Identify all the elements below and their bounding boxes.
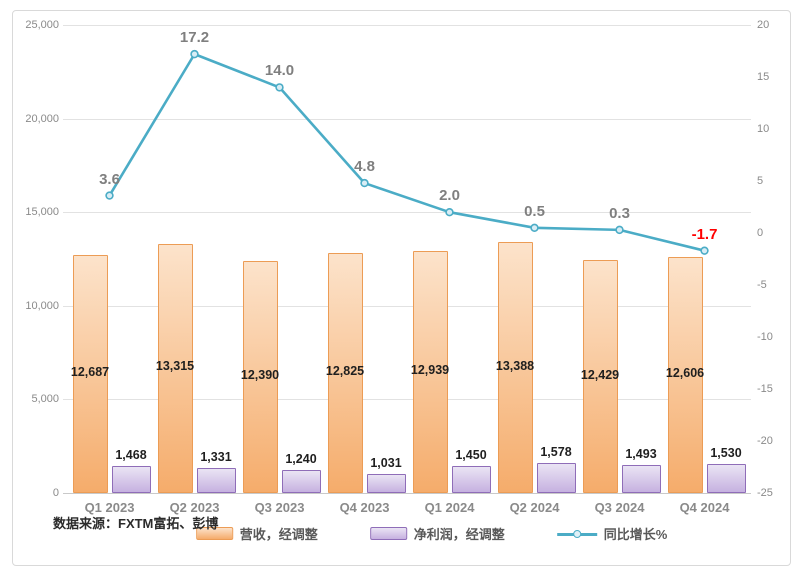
right-axis-tick: 0 [757, 227, 764, 239]
gridline [63, 493, 751, 494]
gridline [63, 212, 751, 214]
growth-line-marker [445, 208, 454, 217]
profit-value-label: 1,450 [455, 447, 487, 462]
growth-value-label: 3.6 [99, 170, 120, 188]
profit-bar [536, 463, 576, 493]
growth-line-marker [700, 246, 709, 255]
chart-frame: 25,000 20,000 15,000 10,000 5,000 0 20 15 10 5 0 -5… [12, 10, 791, 566]
profit-bar [451, 465, 491, 493]
revenue-value-label: 12,390 [240, 368, 280, 383]
growth-line-marker [105, 191, 114, 200]
right-axis-tick: -20 [757, 435, 773, 447]
growth-line-marker [530, 223, 539, 233]
x-axis-label: Q4 2023 [339, 500, 390, 515]
revenue-value-label: 13,315 [155, 359, 195, 374]
growth-line-marker [360, 178, 369, 188]
right-axis-tick: 10 [757, 123, 770, 135]
left-axis-tick: 15,000 [25, 206, 59, 219]
growth-value-label: 4.8 [354, 158, 375, 176]
profit-value-label: 1,468 [115, 447, 147, 462]
profit-value-label: 1,031 [370, 455, 402, 470]
x-axis-label: Q4 2024 [679, 500, 730, 515]
legend-item-revenue: 营收，经调整 [195, 524, 318, 543]
revenue-value-label: 12,825 [325, 363, 365, 378]
growth-value-label: 17.2 [179, 29, 210, 47]
revenue-value-label: 12,606 [665, 366, 705, 380]
revenue-value-label: 12,687 [70, 365, 110, 380]
revenue-bar [327, 252, 363, 493]
profit-bar [366, 473, 406, 493]
revenue-bar [667, 257, 703, 493]
gridline [63, 305, 751, 307]
legend-label: 净利润，经调整 [413, 527, 505, 542]
growth-value-label: 0.3 [609, 204, 630, 222]
profit-value-label: 1,331 [200, 450, 232, 465]
left-axis-tick: 25,000 [25, 19, 59, 31]
x-axis-label: Q2 2024 [509, 500, 560, 515]
left-axis-tick: 0 [52, 487, 59, 499]
growth-line-path [108, 52, 705, 252]
x-axis-label: Q1 2023 [84, 500, 135, 515]
profit-value-label: 1,240 [285, 451, 317, 466]
gridline [63, 118, 751, 120]
left-axis-tick: 20,000 [25, 112, 59, 125]
right-axis-tick: -5 [757, 279, 767, 291]
x-axis-label: Q3 2024 [594, 500, 645, 515]
legend-label: 同比增长% [603, 527, 668, 542]
revenue-bar [582, 260, 618, 493]
revenue-value-label: 12,429 [580, 367, 620, 382]
growth-line-swatch-icon [556, 527, 597, 540]
growth-value-label: -1.7 [691, 225, 718, 243]
profit-bar [621, 465, 661, 493]
x-axis-label: Q2 2023 [169, 500, 220, 515]
growth-line-marker [615, 225, 624, 235]
profit-value-label: 1,578 [540, 445, 572, 460]
source-note: 数据来源：FXTM富拓、彭博 [53, 516, 219, 531]
revenue-bar [157, 243, 193, 493]
revenue-bar [412, 250, 448, 493]
profit-swatch-icon [369, 527, 407, 540]
revenue-bar [72, 255, 108, 493]
legend-label: 营收，经调整 [239, 527, 318, 542]
right-axis-tick: 5 [757, 175, 764, 187]
profit-value-label: 1,530 [710, 446, 742, 461]
gridline [63, 25, 751, 26]
right-axis-tick: -10 [757, 331, 773, 343]
revenue-bar [497, 242, 533, 493]
gridline [63, 399, 751, 401]
growth-value-label: 2.0 [439, 187, 460, 205]
chart-legend: 营收，经调整 净利润，经调整 同比增长% [195, 524, 668, 543]
profit-bar [111, 465, 151, 493]
left-axis-tick: 10,000 [25, 299, 59, 312]
right-axis-tick: 20 [757, 19, 770, 31]
x-axis-label: Q1 2024 [424, 500, 475, 515]
legend-item-profit: 净利润，经调整 [369, 524, 505, 543]
growth-line [105, 49, 709, 255]
revenue-value-label: 12,939 [410, 362, 450, 377]
growth-value-label: 0.5 [524, 202, 545, 220]
profit-value-label: 1,493 [625, 447, 657, 462]
right-axis-tick: -15 [757, 383, 773, 395]
right-axis-tick: 15 [757, 71, 770, 83]
right-axis-tick: -25 [757, 487, 773, 499]
growth-value-label: 14.0 [264, 62, 295, 80]
growth-line-marker [275, 83, 284, 92]
left-axis-tick: 5,000 [31, 393, 59, 406]
profit-bar [196, 468, 236, 493]
profit-bar [281, 469, 321, 493]
growth-line-swatch-marker [572, 530, 581, 538]
revenue-bar [242, 261, 278, 493]
legend-item-growth: 同比增长% [556, 524, 668, 543]
revenue-swatch-icon [195, 527, 233, 540]
growth-line-marker [190, 49, 199, 59]
revenue-value-label: 13,388 [495, 358, 535, 373]
x-axis-label: Q3 2023 [254, 500, 305, 515]
profit-bar [706, 464, 746, 493]
